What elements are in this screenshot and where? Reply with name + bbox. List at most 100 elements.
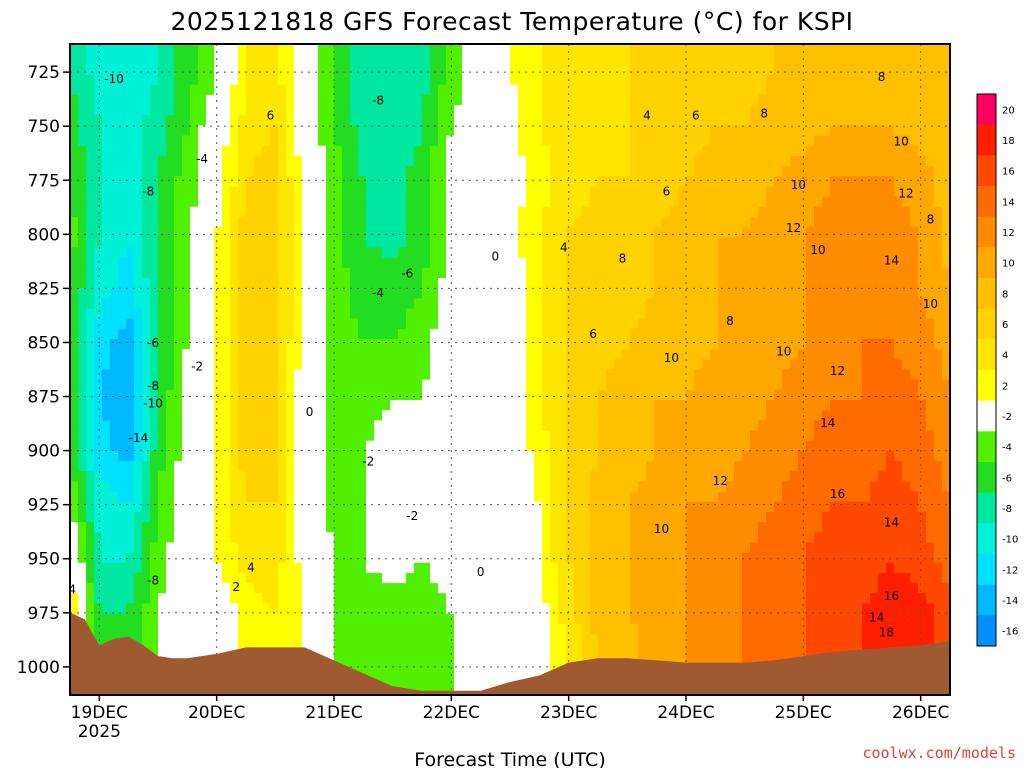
field-cell (286, 145, 295, 157)
field-cell (886, 94, 895, 106)
field-cell (926, 115, 935, 126)
field-cell (710, 318, 719, 330)
field-cell (318, 94, 327, 106)
field-cell (902, 471, 911, 482)
field-cell (814, 288, 823, 299)
field-cell (774, 277, 783, 289)
field-cell (206, 74, 215, 86)
field-cell (230, 461, 239, 472)
field-cell (102, 166, 111, 177)
field-cell (350, 44, 359, 55)
field-cell (286, 84, 295, 96)
field-cell (598, 328, 607, 340)
field-cell (590, 105, 599, 116)
field-cell (894, 349, 903, 360)
field-cell (550, 491, 559, 503)
field-cell (550, 471, 559, 482)
field-cell (758, 338, 767, 350)
field-cell (110, 257, 119, 269)
field-cell (286, 155, 295, 167)
field-cell (694, 318, 703, 330)
field-cell (334, 176, 343, 187)
field-cell (590, 359, 599, 371)
field-cell (334, 379, 343, 391)
field-cell (102, 379, 111, 391)
field-cell (150, 166, 159, 177)
field-cell (734, 257, 743, 269)
field-cell (510, 155, 519, 167)
field-cell (902, 196, 911, 208)
field-cell (246, 115, 255, 126)
field-cell (686, 155, 695, 167)
field-cell (78, 105, 87, 116)
field-cell (742, 206, 751, 218)
field-cell (174, 349, 183, 360)
field-cell (558, 186, 567, 198)
field-cell (470, 64, 479, 76)
field-cell (534, 44, 543, 55)
field-cell (910, 298, 919, 310)
field-cell (854, 196, 863, 208)
field-cell (502, 125, 511, 137)
field-cell (206, 359, 215, 371)
field-cell (774, 166, 783, 177)
field-cell (526, 491, 535, 503)
field-cell (582, 125, 591, 137)
field-cell (582, 410, 591, 421)
field-cell (630, 54, 639, 65)
field-cell (814, 176, 823, 187)
field-cell (238, 227, 247, 238)
field-cell (214, 84, 223, 96)
field-cell (566, 176, 575, 187)
field-cell (470, 115, 479, 126)
field-cell (870, 64, 879, 76)
field-cell (102, 227, 111, 238)
field-cell (918, 155, 927, 167)
field-cell (782, 196, 791, 208)
field-cell (870, 206, 879, 218)
field-cell (902, 298, 911, 310)
field-cell (118, 206, 127, 218)
field-cell (742, 277, 751, 289)
field-cell (838, 481, 847, 493)
field-cell (358, 267, 367, 279)
field-cell (222, 115, 231, 126)
field-cell (278, 105, 287, 116)
field-cell (430, 359, 439, 371)
field-cell (662, 257, 671, 269)
field-cell (910, 400, 919, 411)
field-cell (430, 430, 439, 442)
field-cell (646, 237, 655, 249)
field-cell (214, 155, 223, 167)
field-cell (134, 115, 143, 126)
field-cell (414, 298, 423, 310)
field-cell (406, 44, 415, 55)
field-cell (446, 359, 455, 371)
field-cell (750, 288, 759, 299)
field-cell (382, 349, 391, 360)
field-cell (526, 105, 535, 116)
field-cell (574, 135, 583, 147)
field-cell (670, 227, 679, 238)
field-cell (246, 328, 255, 340)
field-cell (222, 105, 231, 116)
field-cell (606, 206, 615, 218)
field-cell (790, 318, 799, 330)
field-cell (814, 94, 823, 106)
field-cell (142, 501, 151, 513)
field-cell (134, 54, 143, 65)
field-cell (614, 105, 623, 116)
field-cell (542, 389, 551, 401)
field-cell (614, 481, 623, 493)
field-cell (158, 491, 167, 503)
field-cell (302, 145, 311, 157)
field-cell (510, 54, 519, 65)
field-cell (694, 74, 703, 86)
field-cell (614, 155, 623, 167)
field-cell (278, 410, 287, 421)
field-cell (230, 277, 239, 289)
field-cell (78, 379, 87, 391)
field-cell (406, 471, 415, 482)
field-cell (422, 257, 431, 269)
